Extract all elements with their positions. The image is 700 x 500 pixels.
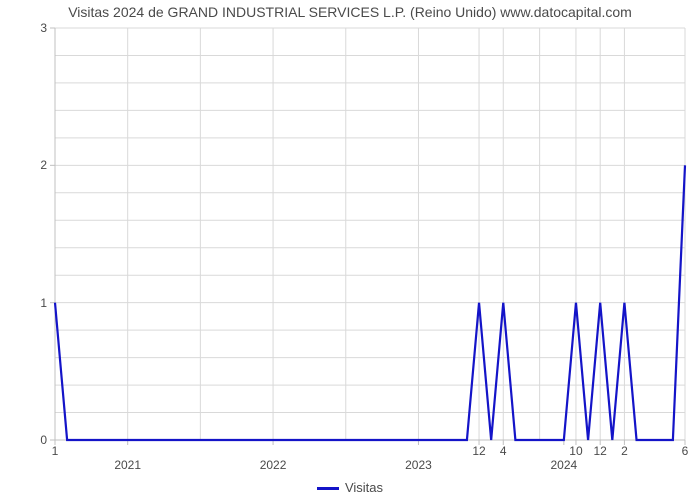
chart-legend: Visitas: [0, 480, 700, 495]
x-axis-tick-label: 4: [500, 440, 507, 458]
x-axis-tick-label: 10: [569, 440, 582, 458]
chart-title: Visitas 2024 de GRAND INDUSTRIAL SERVICE…: [0, 4, 700, 20]
x-axis-tick-label: 12: [472, 440, 485, 458]
x-axis-tick-label: 2: [621, 440, 628, 458]
x-axis-year-label: 2022: [260, 440, 287, 472]
chart-svg: [55, 28, 685, 440]
y-axis-tick-label: 2: [40, 158, 55, 172]
y-axis-tick-label: 3: [40, 21, 55, 35]
legend-swatch: [317, 487, 339, 490]
chart-container: Visitas 2024 de GRAND INDUSTRIAL SERVICE…: [0, 0, 700, 500]
x-axis-year-label: 2021: [114, 440, 141, 472]
x-axis-tick-label: 6: [682, 440, 689, 458]
x-axis-year-label: 2023: [405, 440, 432, 472]
x-axis-tick-label: 12: [594, 440, 607, 458]
legend-label: Visitas: [345, 480, 383, 495]
plot-area: 012312021202220231242024101226: [55, 28, 685, 440]
y-axis-tick-label: 1: [40, 296, 55, 310]
x-axis-tick-label: 1: [52, 440, 59, 458]
